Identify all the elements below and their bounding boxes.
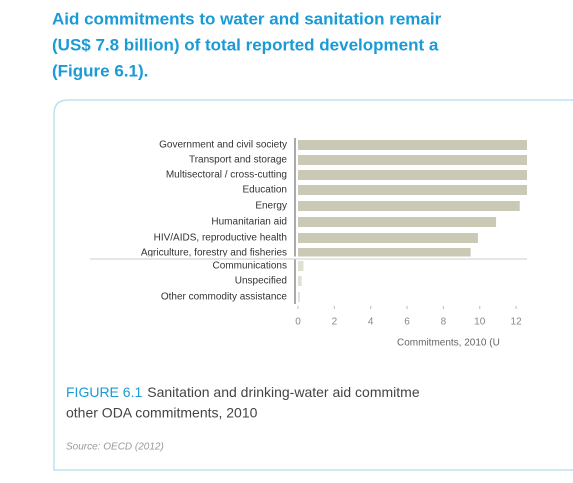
y-tick-label: HIV/AIDS, reproductive health [154, 233, 287, 244]
y-tick-label: Other commodity assistance [161, 292, 288, 303]
y-tick-label: Government and civil society [159, 140, 287, 151]
bar [298, 217, 497, 227]
bar [298, 201, 520, 211]
y-tick-label: Agriculture, forestry and fisheries [141, 248, 287, 259]
y-tick-label: Multisectoral / cross-cutting [166, 170, 287, 181]
y-tick-label: Humanitarian aid [211, 217, 287, 228]
bar [298, 170, 527, 180]
y-tick-label: Communications [213, 261, 287, 272]
x-tick-label: 4 [368, 317, 374, 328]
heading-line: Aid commitments to water and sanitation … [52, 9, 442, 28]
bar [298, 233, 478, 243]
bar [298, 261, 304, 271]
figure-box [53, 99, 573, 471]
bar [298, 276, 302, 286]
bar [298, 155, 527, 165]
source: Source: OECD (2012) [66, 442, 164, 453]
x-tick-label: 2 [332, 317, 338, 328]
y-tick-label: Transport and storage [189, 155, 287, 166]
bar [298, 140, 527, 150]
y-tick-label: Unspecified [235, 276, 287, 287]
x-axis-title: Commitments, 2010 (U [397, 338, 500, 349]
caption: FIGURE 6.1 Sanitation and drinking-water … [66, 384, 420, 400]
bar [298, 185, 527, 195]
caption-text: Sanitation and drinking-water aid commit… [147, 384, 420, 400]
y-tick-label: Energy [255, 201, 287, 212]
caption-label: FIGURE 6.1 [66, 384, 142, 400]
x-tick-label: 12 [511, 317, 523, 328]
caption-text: other ODA commitments, 2010 [66, 405, 258, 421]
heading-line: (Figure 6.1). [52, 61, 148, 80]
x-tick-label: 10 [474, 317, 486, 328]
bar [298, 292, 300, 302]
bar [298, 248, 471, 258]
x-tick-label: 0 [295, 317, 301, 328]
heading-line: (US$ 7.8 billion) of total reported deve… [52, 35, 439, 54]
x-tick-label: 8 [441, 317, 447, 328]
x-tick-label: 6 [404, 317, 410, 328]
y-tick-label: Education [243, 185, 287, 196]
